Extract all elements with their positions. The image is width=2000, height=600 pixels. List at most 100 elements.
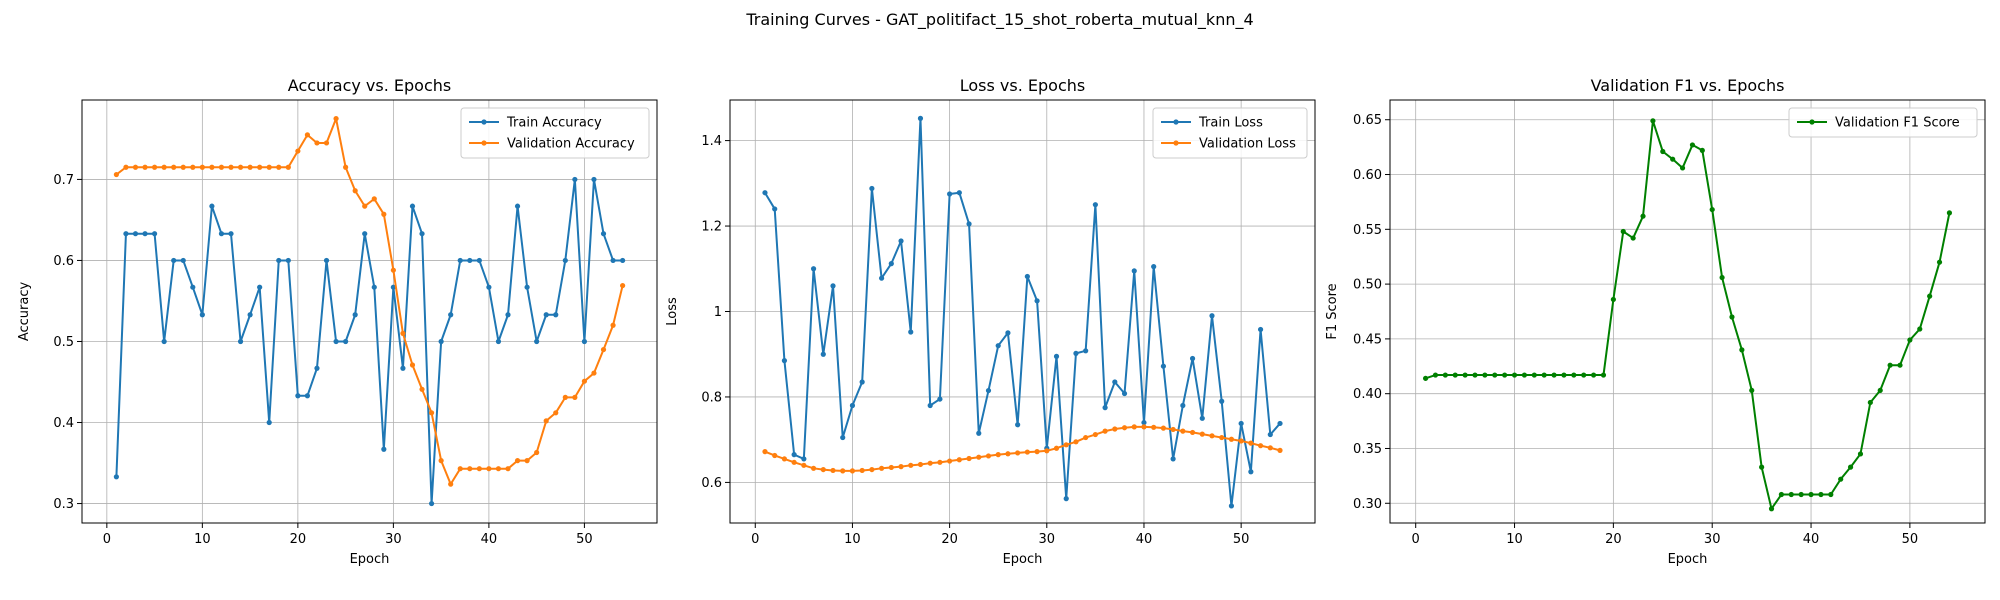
series-1-point — [1591, 372, 1597, 378]
series-2-point — [937, 459, 943, 465]
series-1-point — [1660, 148, 1666, 155]
series-1-point — [161, 338, 167, 345]
series-1-point — [209, 203, 215, 209]
series-1-point — [438, 338, 444, 345]
legend-label: Train Accuracy — [506, 116, 602, 131]
series-1-point — [1719, 274, 1725, 281]
series-1-point — [1541, 372, 1547, 378]
x-tick-label: 10 — [844, 532, 861, 547]
series-1-point — [1759, 464, 1765, 470]
series-1-point — [1630, 235, 1636, 241]
series-2-point — [295, 148, 301, 154]
series-2-point — [400, 330, 406, 336]
series-1-point — [543, 312, 549, 318]
series-1-point — [409, 203, 416, 209]
series-2-point — [801, 462, 807, 468]
series-2-point — [199, 164, 205, 170]
series-2-point — [257, 164, 263, 170]
x-tick-label: 0 — [1412, 532, 1420, 547]
series-2-point — [304, 132, 311, 138]
series-1-point — [1063, 496, 1069, 502]
series-2-point — [1248, 440, 1254, 446]
series-1-point — [428, 500, 435, 507]
y-tick-label: 1 — [714, 305, 722, 320]
series-2-point — [1102, 428, 1108, 434]
series-2-point — [438, 458, 444, 464]
series-1-point — [400, 365, 406, 371]
series-2-point — [476, 466, 482, 472]
x-tick-label: 0 — [103, 532, 111, 547]
series-1-point — [247, 312, 253, 318]
series-2-point — [1199, 431, 1205, 437]
series-1-point — [1462, 372, 1468, 378]
y-tick-label: 0.50 — [1353, 278, 1382, 293]
series-1-point — [1946, 210, 1953, 216]
series-2-point — [151, 164, 158, 170]
series-2-point — [840, 468, 846, 474]
series-2-point — [467, 466, 473, 472]
series-1-point — [1511, 372, 1518, 378]
x-tick-label: 40 — [1803, 532, 1820, 547]
loss-chart-title: Loss vs. Epochs — [960, 76, 1085, 95]
series-2-point — [878, 465, 885, 471]
series-1-point — [123, 231, 129, 237]
series-1-point — [171, 257, 177, 264]
series-1-point — [572, 176, 578, 183]
x-tick-label: 10 — [194, 532, 211, 547]
series-1-point — [180, 257, 186, 264]
x-tick-label: 40 — [481, 532, 498, 547]
series-2-point — [285, 164, 291, 170]
y-tick-label: 0.6 — [53, 254, 74, 269]
x-tick-label: 20 — [290, 532, 307, 547]
series-2-point — [947, 458, 953, 464]
series-2-point — [132, 164, 139, 170]
series-2-point — [495, 466, 502, 472]
f1-axes-frame — [1389, 99, 1986, 524]
series-2-point — [457, 466, 463, 472]
series-1-point — [343, 338, 349, 345]
series-2-point — [1034, 449, 1040, 455]
series-2-point — [956, 457, 962, 463]
series-1-point — [199, 312, 205, 318]
series-2-point — [888, 464, 894, 471]
series-1-point — [132, 231, 139, 237]
series-2-point — [995, 452, 1001, 458]
y-tick-label: 0.7 — [53, 173, 74, 188]
series-1-point — [448, 312, 454, 318]
series-1-point — [514, 203, 521, 209]
series-2-point — [543, 418, 549, 424]
series-2-point — [562, 394, 568, 400]
series-1-point — [1170, 456, 1176, 462]
series-1-point — [985, 387, 992, 394]
x-tick-label: 20 — [1605, 532, 1622, 547]
series-1-point — [1024, 273, 1030, 280]
series-2-point — [209, 164, 215, 170]
series-1-point — [1238, 420, 1244, 427]
series-2-point — [869, 466, 875, 473]
series-1-point — [1248, 469, 1254, 475]
series-1-point — [1121, 390, 1128, 397]
loss-y-axis-label: Loss — [665, 297, 680, 326]
series-2-point — [810, 465, 817, 471]
series-1-point — [1472, 372, 1478, 378]
accuracy-panel: 0 10 20 30 40 50 0.3 0.4 0.5 0.6 0.7 Accuracy vs. E… — [17, 76, 658, 567]
series-1-point — [151, 231, 158, 237]
series-1-point — [1502, 372, 1508, 378]
legend-label: Validation F1 Score — [1835, 116, 1960, 131]
series-line-1 — [115, 178, 623, 505]
series-1-point — [830, 283, 836, 289]
series-1-point — [849, 402, 856, 409]
series-1-point — [524, 284, 530, 290]
series-2-point — [381, 211, 387, 217]
series-1-point — [457, 257, 463, 264]
series-1-point — [620, 257, 626, 264]
x-tick-label: 30 — [1039, 532, 1056, 547]
series-1-point — [1768, 506, 1775, 512]
series-2-point — [534, 449, 540, 456]
series-1-point — [1897, 362, 1903, 368]
series-1-point — [1571, 372, 1577, 378]
legend-label: Validation Accuracy — [507, 137, 635, 152]
series-1-point — [1828, 491, 1834, 498]
series-1-point — [323, 257, 330, 264]
series-1-point — [908, 329, 914, 335]
